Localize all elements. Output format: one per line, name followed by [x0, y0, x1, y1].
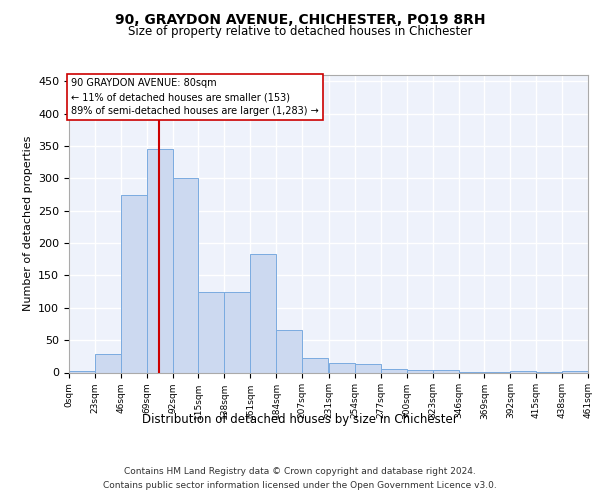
Bar: [562, 371, 588, 372]
Bar: [69, 370, 95, 372]
Y-axis label: Number of detached properties: Number of detached properties: [23, 136, 32, 312]
Bar: [146, 150, 173, 372]
Text: Contains public sector information licensed under the Open Government Licence v3: Contains public sector information licen…: [103, 481, 497, 490]
Bar: [199, 292, 224, 372]
Text: Distribution of detached houses by size in Chichester: Distribution of detached houses by size …: [142, 412, 458, 426]
Text: 90, GRAYDON AVENUE, CHICHESTER, PO19 8RH: 90, GRAYDON AVENUE, CHICHESTER, PO19 8RH: [115, 12, 485, 26]
Text: Contains HM Land Registry data © Crown copyright and database right 2024.: Contains HM Land Registry data © Crown c…: [124, 468, 476, 476]
Bar: [95, 354, 121, 372]
Bar: [329, 364, 355, 372]
Bar: [355, 364, 381, 372]
Text: Size of property relative to detached houses in Chichester: Size of property relative to detached ho…: [128, 25, 472, 38]
Bar: [224, 292, 250, 372]
Bar: [173, 178, 199, 372]
Bar: [302, 358, 328, 372]
Bar: [121, 194, 146, 372]
Bar: [433, 370, 458, 372]
Bar: [381, 368, 407, 372]
Bar: [276, 330, 302, 372]
Bar: [250, 254, 276, 372]
Bar: [407, 370, 433, 372]
Text: 90 GRAYDON AVENUE: 80sqm
← 11% of detached houses are smaller (153)
89% of semi-: 90 GRAYDON AVENUE: 80sqm ← 11% of detach…: [71, 78, 319, 116]
Bar: [511, 370, 536, 372]
